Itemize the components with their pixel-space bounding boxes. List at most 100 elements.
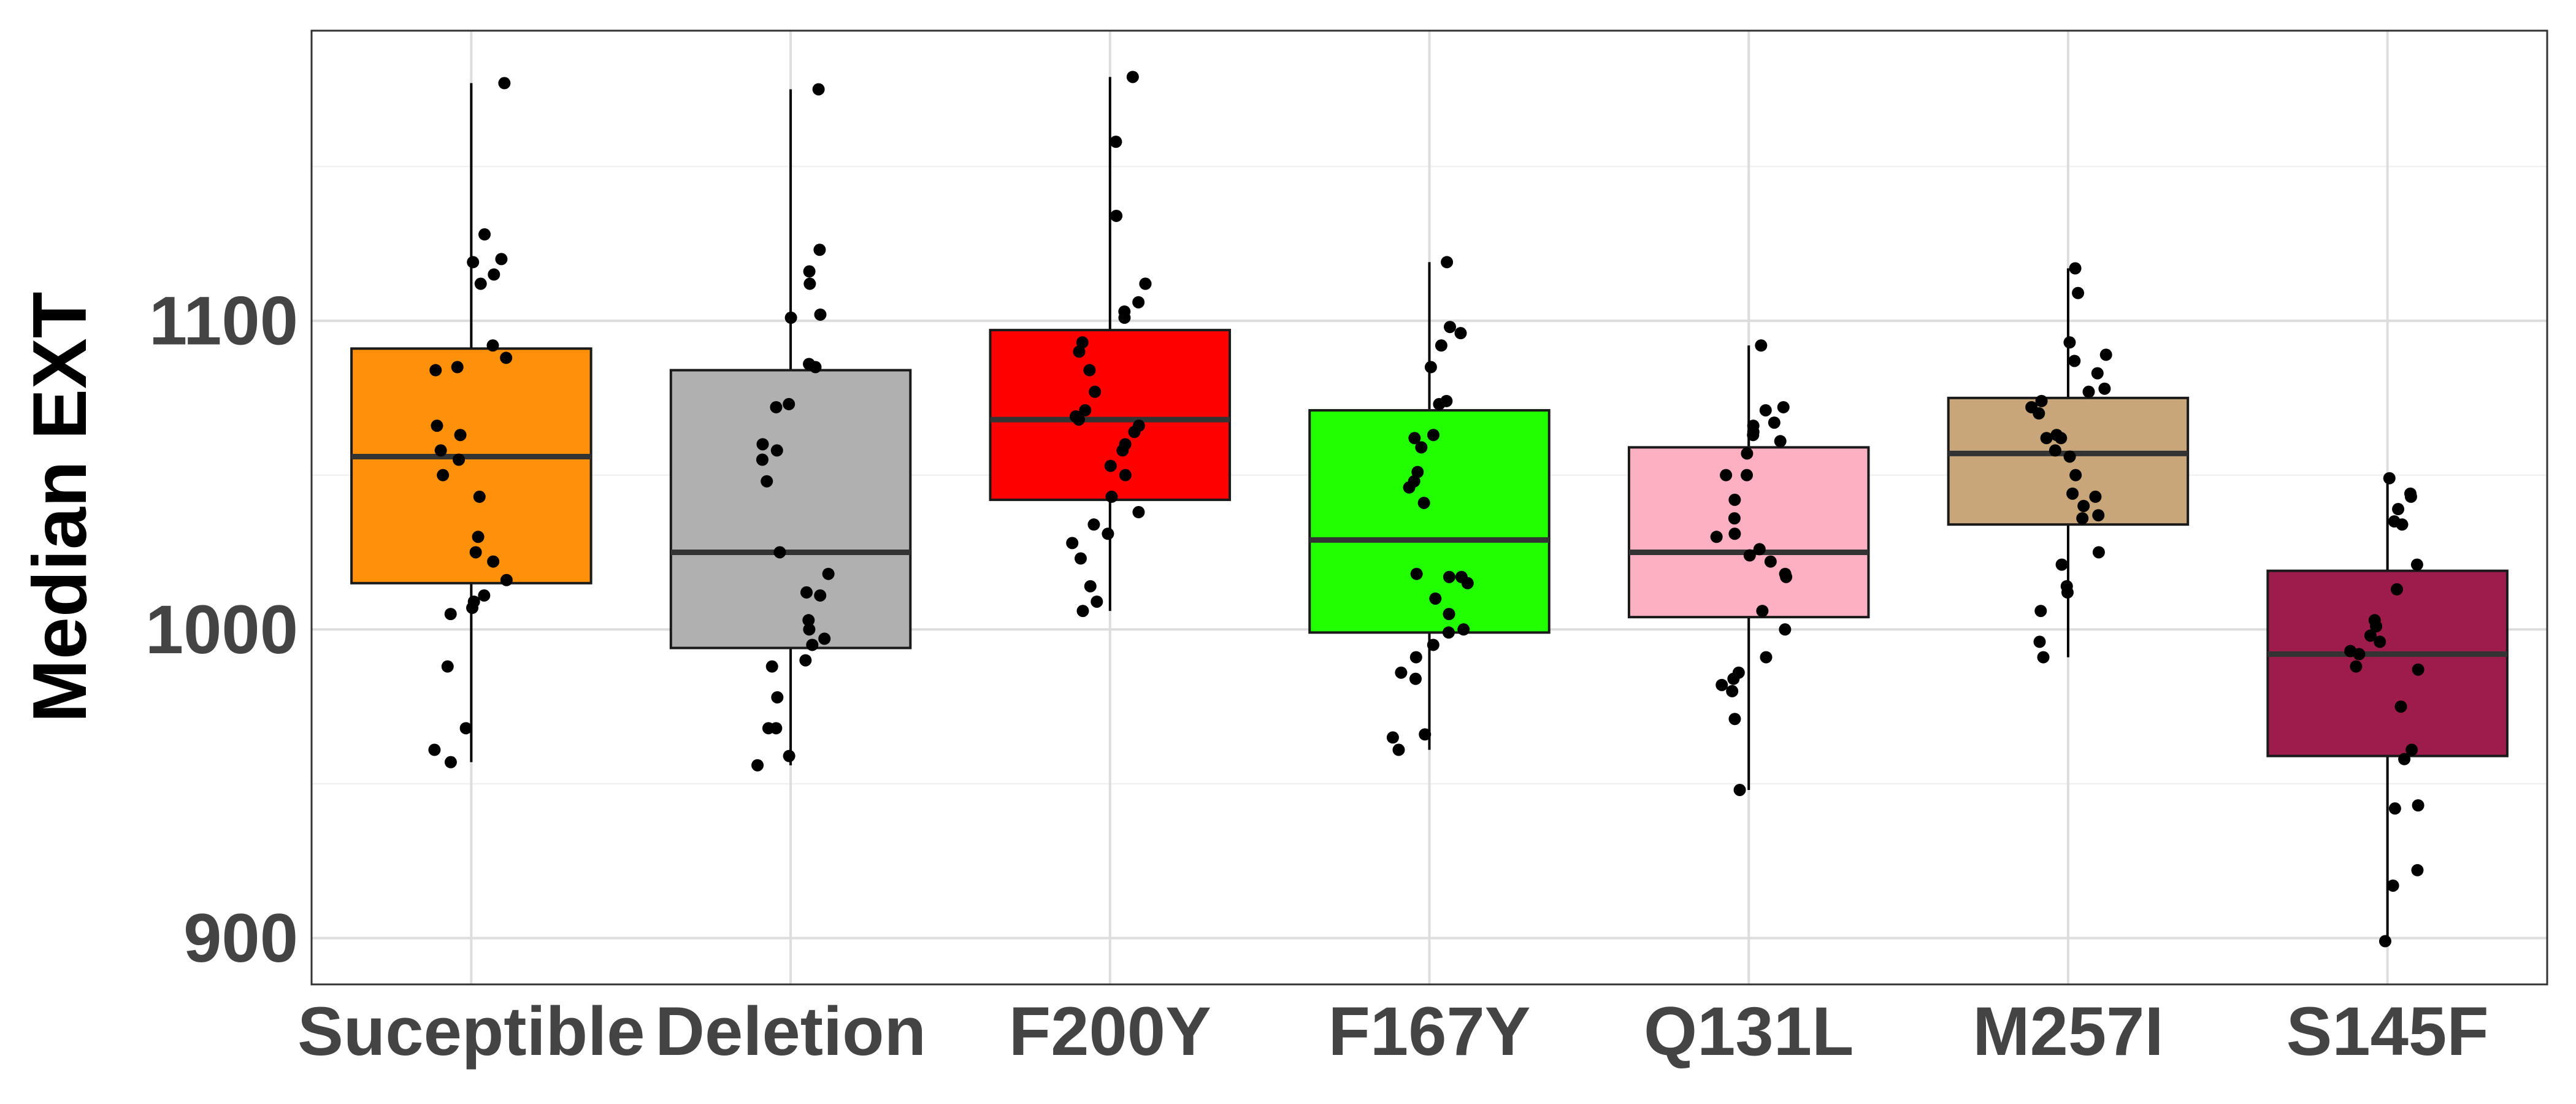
data-point (784, 312, 797, 324)
data-point (756, 438, 769, 451)
data-point (2069, 262, 2082, 275)
data-point (813, 243, 826, 256)
data-point (2390, 583, 2403, 596)
data-point (2374, 635, 2386, 648)
data-point (1728, 493, 1741, 506)
data-point (2069, 469, 2082, 481)
data-point (802, 614, 815, 627)
data-point (1089, 385, 1102, 398)
data-point (822, 567, 835, 580)
data-point (500, 351, 513, 364)
data-point (803, 623, 816, 636)
data-point (2033, 635, 2046, 648)
data-point (771, 691, 784, 703)
data-point (1415, 441, 1428, 454)
data-point (1132, 296, 1145, 309)
y-axis-title: Median EXT (18, 292, 102, 723)
data-point (2063, 450, 2076, 463)
data-point (1755, 339, 1768, 352)
data-point (1764, 555, 1777, 568)
data-point (1443, 608, 1455, 621)
data-point (761, 475, 773, 488)
data-point (2055, 432, 2068, 445)
data-point (2370, 620, 2383, 633)
data-point (1087, 518, 1100, 531)
box-body (1308, 408, 1551, 634)
data-point (1777, 401, 1790, 413)
data-point (803, 277, 816, 290)
data-point (2068, 355, 2081, 367)
data-point (2035, 394, 2048, 407)
data-point (2392, 503, 2405, 516)
x-tick-label: Deletion (655, 993, 926, 1070)
data-point (2410, 558, 2423, 571)
data-point (1105, 490, 1118, 503)
data-point (469, 546, 482, 559)
data-point (1066, 537, 1079, 550)
x-tick-label: Suceptible (297, 993, 645, 1070)
data-point (2037, 651, 2050, 664)
data-point (1774, 435, 1787, 448)
data-point (2394, 700, 2407, 713)
data-point (1457, 623, 1470, 636)
data-point (1441, 256, 1454, 269)
data-point (1104, 459, 1117, 472)
data-point (486, 339, 499, 352)
data-point (1110, 136, 1122, 148)
data-point (1419, 728, 1432, 741)
data-point (1410, 567, 1423, 580)
data-point (1726, 684, 1739, 697)
data-point (1403, 481, 1416, 494)
data-point (1417, 496, 1430, 509)
data-point (2066, 487, 2079, 500)
data-point (2396, 518, 2409, 531)
data-point (1728, 713, 1741, 726)
data-point (1132, 506, 1145, 519)
data-point (1461, 577, 1474, 589)
data-point (1427, 429, 1440, 442)
data-point (1116, 444, 1129, 457)
data-point (2091, 367, 2104, 380)
data-point (2098, 382, 2111, 395)
data-point (1386, 731, 1399, 744)
data-point (1424, 361, 1437, 374)
box-s145f (2266, 478, 2509, 941)
data-point (472, 531, 485, 543)
data-point (473, 490, 486, 503)
data-point (1409, 672, 1422, 685)
x-tick-label: S145F (2287, 993, 2489, 1070)
data-point (809, 361, 822, 374)
data-point (1741, 447, 1754, 460)
data-point (756, 453, 769, 466)
data-point (818, 632, 831, 645)
data-point (770, 401, 783, 413)
data-point (773, 546, 786, 559)
data-point (474, 277, 487, 290)
data-point (1411, 466, 1424, 478)
data-point (1102, 527, 1114, 540)
data-point (812, 83, 825, 96)
data-point (1084, 580, 1097, 592)
data-point (2077, 499, 2090, 512)
x-tick-label: M257I (1972, 993, 2163, 1070)
data-point (437, 469, 450, 481)
data-point (2412, 663, 2425, 676)
data-point (1760, 651, 1773, 664)
x-tick-label: Q131L (1644, 993, 1853, 1070)
data-point (1118, 312, 1131, 324)
data-point (2055, 558, 2068, 571)
data-point (500, 573, 513, 586)
data-point (770, 444, 783, 457)
data-point (751, 759, 764, 772)
box-suceptible (350, 83, 592, 762)
data-point (1427, 638, 1439, 651)
data-point (441, 660, 454, 673)
data-point (1759, 404, 1772, 416)
data-point (2350, 660, 2363, 673)
x-tick-label: F200Y (1009, 993, 1211, 1070)
data-point (2353, 648, 2366, 661)
data-point (814, 308, 827, 321)
data-point (1733, 783, 1746, 796)
data-point (1128, 426, 1141, 439)
